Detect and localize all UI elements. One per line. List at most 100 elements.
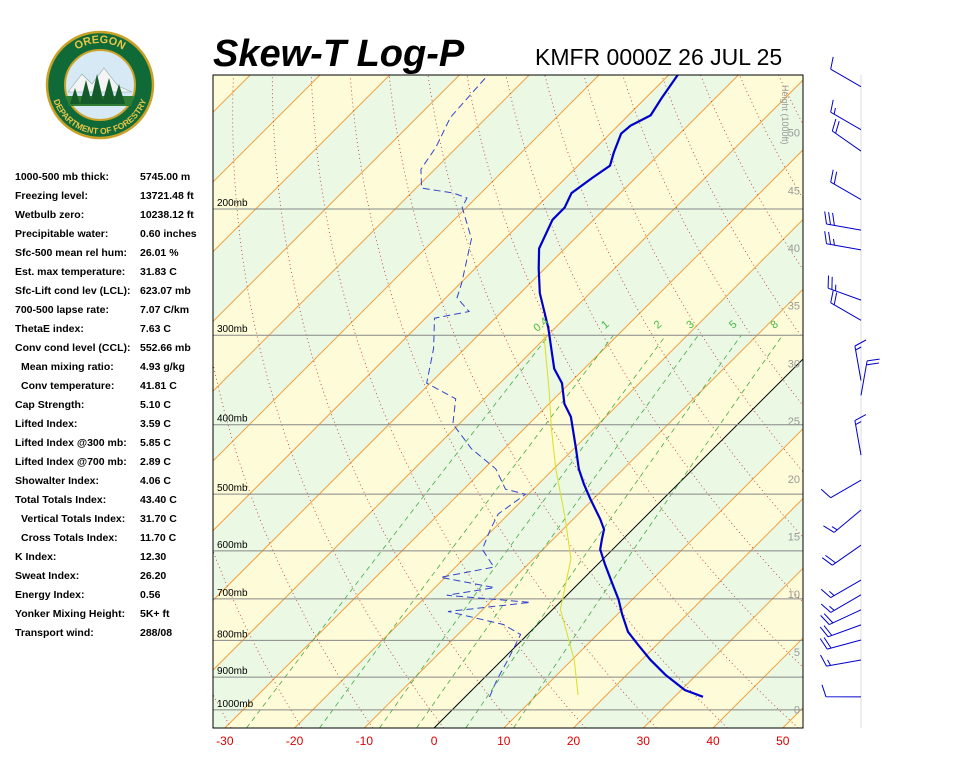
chart-subtitle: KMFR 0000Z 26 JUL 25 (535, 44, 782, 70)
stat-label: Est. max temperature: (15, 266, 125, 278)
x-tick-label: 20 (567, 734, 581, 748)
stat-value: 4.06 C (140, 475, 171, 487)
stat-label: Transport wind: (15, 627, 94, 639)
x-tick-label: -20 (286, 734, 304, 748)
wind-barb (828, 276, 861, 301)
wind-barb (855, 415, 866, 456)
stat-value: 26.20 (140, 570, 166, 582)
stat-label: Yonker Mixing Height: (15, 608, 125, 620)
stat-value: 31.83 C (140, 266, 177, 278)
wind-barbs (820, 57, 879, 697)
pressure-label: 400mb (217, 414, 248, 425)
stat-value: 623.07 mb (140, 285, 191, 297)
stat-label: Wetbulb zero: (15, 209, 84, 221)
pressure-label: 300mb (217, 324, 248, 335)
wind-barb (822, 685, 861, 697)
stat-label: Cross Totals Index: (21, 532, 118, 544)
height-tick-label: 45 (788, 185, 800, 197)
pressure-label: 1000mb (217, 699, 254, 710)
stat-label: Showalter Index: (15, 475, 99, 487)
wind-barb (821, 480, 861, 498)
stat-value: 2.89 C (140, 456, 171, 468)
stat-value: 10238.12 ft (140, 209, 194, 221)
stat-label: Precipitable water: (15, 228, 108, 240)
logo: OREGON DEPARTMENT OF FORESTRY (47, 32, 153, 138)
x-tick-label: 30 (637, 734, 651, 748)
stat-value: 0.60 inches (140, 228, 197, 240)
stat-value: 288/08 (140, 627, 172, 639)
dry-adiabat (778, 75, 960, 728)
stat-label: Total Totals Index: (15, 494, 106, 506)
stat-label: Freezing level: (15, 190, 88, 202)
isotherm (922, 75, 960, 728)
stat-value: 26.01 % (140, 247, 179, 259)
stat-label: Mean mixing ratio: (21, 361, 114, 373)
pressure-label: 200mb (217, 198, 248, 209)
wind-barb (821, 595, 861, 613)
stat-label: Sweat Index: (15, 570, 79, 582)
stat-value: 7.63 C (140, 323, 171, 335)
stat-value: 7.07 C/km (140, 304, 189, 316)
x-tick-label: 0 (431, 734, 438, 748)
pressure-label: 900mb (217, 666, 248, 677)
wind-barb (823, 510, 861, 532)
temperature-band (853, 75, 960, 728)
height-tick-label: 35 (788, 301, 800, 313)
x-tick-label: -10 (356, 734, 374, 748)
stat-value: 5.85 C (140, 437, 171, 449)
stat-value: 0.56 (140, 589, 161, 601)
stat-value: 552.66 mb (140, 342, 191, 354)
stat-value: 43.40 C (140, 494, 177, 506)
stat-value: 5745.00 m (140, 171, 190, 183)
stat-value: 5K+ ft (140, 608, 170, 620)
stat-label: Conv temperature: (21, 380, 114, 392)
stat-value: 41.81 C (140, 380, 177, 392)
wind-barb (825, 212, 861, 231)
wind-barb (821, 610, 861, 625)
wind-barb (861, 359, 880, 395)
x-tick-label: -30 (216, 734, 234, 748)
height-tick-label: 40 (788, 243, 800, 255)
pressure-label: 700mb (217, 588, 248, 599)
stat-label: 1000-500 mb thick: (15, 171, 109, 183)
stats-table: 1000-500 mb thick: 5745.00 m Freezing leve… (15, 171, 197, 639)
height-tick-label: 5 (794, 647, 800, 659)
pressure-label: 600mb (217, 540, 248, 551)
wind-barb (820, 625, 861, 637)
wind-barb (832, 119, 861, 151)
height-tick-label: 25 (788, 416, 800, 428)
height-axis-label: Height (1000ft) (780, 85, 790, 145)
stat-label: Lifted Index @700 mb: (15, 456, 127, 468)
wind-barb (831, 100, 861, 130)
stat-value: 3.59 C (140, 418, 171, 430)
stat-value: 11.70 C (140, 532, 177, 544)
stat-label: ThetaE index: (15, 323, 84, 335)
stat-label: Sfc-500 mean rel hum: (15, 247, 127, 259)
dry-adiabat (934, 75, 960, 728)
height-tick-label: 15 (788, 531, 800, 543)
isotherm-grid-line (783, 75, 960, 728)
stat-label: Lifted Index @300 mb: (15, 437, 127, 449)
wind-barb (821, 580, 861, 598)
stat-value: 5.10 C (140, 399, 171, 411)
wind-barb (831, 170, 861, 200)
x-tick-label: 40 (706, 734, 720, 748)
isotherm (853, 75, 960, 728)
stat-value: 31.70 C (140, 513, 177, 525)
temperature-band (783, 75, 960, 728)
height-tick-label: 0 (794, 705, 800, 717)
wind-barb (821, 655, 862, 666)
wind-barb (822, 545, 861, 565)
pressure-label: 800mb (217, 629, 248, 640)
stat-label: Conv cond level (CCL): (15, 342, 131, 354)
stat-label: Cap Strength: (15, 399, 84, 411)
stat-value: 12.30 (140, 551, 166, 563)
stat-value: 13721.48 ft (140, 190, 194, 202)
stat-label: Lifted Index: (15, 418, 77, 430)
height-tick-label: 10 (788, 589, 800, 601)
stat-label: Sfc-Lift cond lev (LCL): (15, 285, 131, 297)
height-tick-label: 20 (788, 474, 800, 486)
wind-barb (825, 231, 861, 250)
x-tick-label: 50 (776, 734, 790, 748)
